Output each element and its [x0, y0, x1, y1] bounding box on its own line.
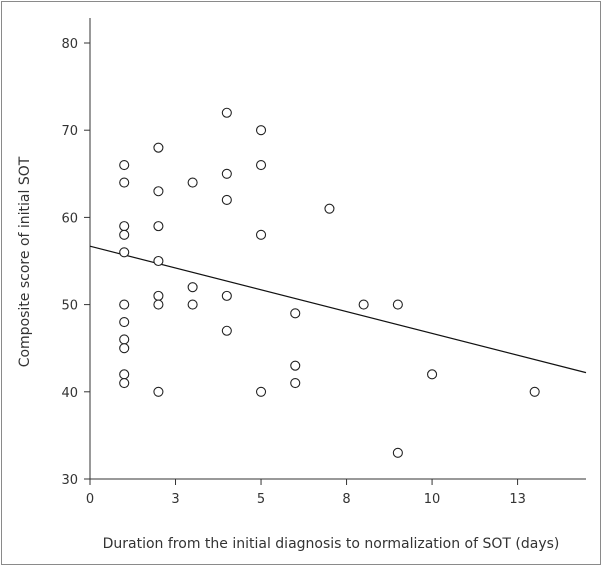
data-point: [187, 282, 198, 293]
data-point: [119, 160, 130, 171]
y-tick-label: 60: [61, 211, 78, 226]
data-point: [255, 125, 267, 136]
data-point: [119, 221, 130, 232]
data-point: [358, 299, 369, 310]
data-point: [324, 203, 335, 214]
axes: [89, 18, 586, 480]
x-tick-label: 8: [342, 492, 350, 507]
y-tick-label: 30: [61, 473, 78, 488]
data-point: [153, 290, 164, 301]
y-tick-label: 80: [61, 37, 78, 52]
data-point: [153, 255, 164, 267]
regression-line: [89, 245, 587, 374]
y-tick-label: 70: [61, 124, 78, 139]
data-point: [153, 221, 164, 232]
data-point: [187, 177, 198, 188]
x-tick-label: 10: [424, 492, 441, 507]
data-points: [119, 107, 540, 458]
data-point: [529, 386, 540, 397]
x-tick-label: 0: [86, 492, 94, 507]
data-point: [119, 369, 130, 380]
data-point: [119, 247, 130, 258]
data-point: [255, 386, 267, 397]
data-point: [290, 360, 301, 371]
data-point: [427, 369, 438, 380]
y-tick-label: 40: [61, 386, 78, 401]
data-point: [153, 299, 164, 310]
data-point: [392, 447, 403, 458]
data-point: [153, 142, 164, 153]
data-point: [290, 378, 301, 389]
data-point: [153, 186, 164, 197]
data-point: [221, 290, 232, 301]
data-point: [255, 160, 267, 171]
y-axis-title: Composite score of initial SOT: [17, 156, 33, 367]
data-point: [119, 378, 130, 389]
data-point: [255, 229, 267, 240]
data-point: [119, 229, 130, 240]
data-point: [119, 299, 130, 310]
data-point: [119, 334, 130, 345]
x-axis-title: Duration from the initial diagnosis to n…: [103, 536, 560, 552]
data-point: [187, 299, 198, 310]
y-tick-label: 50: [61, 299, 78, 314]
x-tick-label: 13: [509, 492, 526, 507]
data-point: [221, 325, 232, 336]
data-point: [392, 299, 403, 310]
data-point: [119, 343, 130, 354]
data-point: [119, 316, 130, 328]
data-point: [290, 308, 301, 319]
data-point: [153, 386, 164, 397]
x-tick-label: 3: [171, 492, 179, 507]
data-point: [221, 194, 232, 206]
data-point: [119, 177, 130, 188]
ticks: 30 40 50 60 70 80 0 3 5 8 10 13: [61, 37, 525, 507]
x-tick-label: 5: [257, 492, 265, 507]
data-point: [221, 168, 232, 179]
data-point: [221, 107, 232, 118]
